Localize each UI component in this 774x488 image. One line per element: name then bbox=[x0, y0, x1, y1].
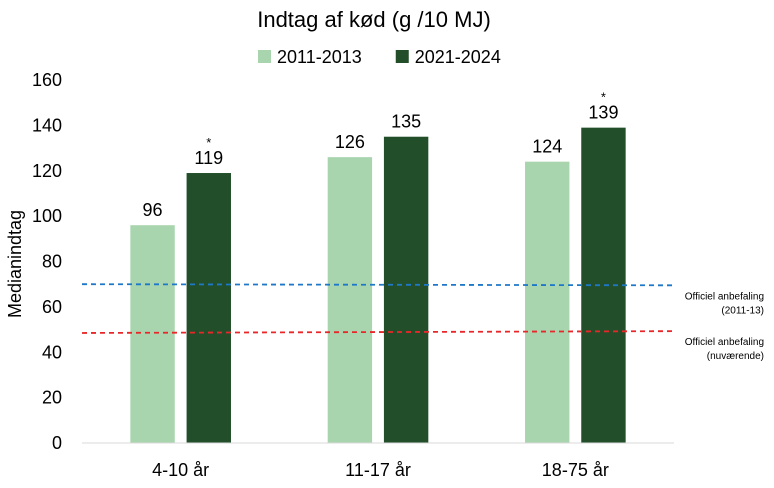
reference-lines: Officiel anbefaling(2011-13)Officiel anb… bbox=[81, 283, 764, 362]
legend-label: 2021-2024 bbox=[415, 47, 501, 67]
reference-line-label: (2011-13) bbox=[721, 305, 764, 316]
reference-line-label: Officiel anbefaling bbox=[685, 291, 764, 302]
reference-line-label: Officiel anbefaling bbox=[685, 337, 764, 348]
x-tick-label: 4-10 år bbox=[152, 460, 209, 480]
reference-line-label: (nuværende) bbox=[707, 351, 764, 362]
reference-line: Officiel anbefaling (2011-13) bbox=[81, 283, 764, 316]
legend: 2011-2013 2021-2024 bbox=[258, 47, 501, 67]
y-tick-label: 20 bbox=[42, 388, 62, 408]
x-tick-label: 18-75 år bbox=[542, 460, 609, 480]
bar bbox=[186, 173, 231, 444]
y-tick-label: 60 bbox=[42, 297, 62, 317]
x-tick-label: 11-17 år bbox=[345, 460, 411, 480]
y-tick-label: 120 bbox=[32, 161, 62, 181]
y-axis-label: Medianindtag bbox=[5, 210, 25, 318]
bar bbox=[327, 157, 373, 443]
legend-label: 2011-2013 bbox=[277, 47, 362, 67]
y-tick-label: 40 bbox=[42, 342, 62, 362]
y-tick-label: 80 bbox=[42, 252, 62, 272]
bar bbox=[525, 161, 570, 444]
bar-value-label: 126 bbox=[335, 132, 365, 152]
chart-title: Indtag af kød (g /10 MJ) bbox=[257, 7, 491, 32]
y-tick-label: 100 bbox=[32, 206, 62, 226]
reference-line: Officiel anbefaling (nuværende) bbox=[81, 330, 764, 362]
legend-swatch bbox=[258, 50, 271, 63]
bar-value-label: 124 bbox=[532, 137, 562, 157]
bar-value-label: 96 bbox=[143, 200, 163, 220]
bar-value-label: 135 bbox=[391, 112, 421, 132]
bar-value-label: 139 bbox=[588, 103, 618, 123]
significance-marker: * bbox=[206, 135, 211, 150]
bar bbox=[130, 225, 175, 443]
bar bbox=[383, 136, 429, 443]
legend-swatch bbox=[395, 50, 409, 63]
x-tick-labels: 4-10 år 11-17 år 18-75 år bbox=[152, 460, 609, 480]
legend-item: 2021-2024 bbox=[395, 47, 501, 67]
y-tick-label: 0 bbox=[52, 433, 62, 453]
y-tick-labels: 0 20 40 60 80 100 120 140 160 bbox=[32, 70, 62, 453]
legend-item: 2011-2013 bbox=[258, 47, 362, 67]
bar-value-label: 119 bbox=[194, 148, 223, 168]
significance-marker: * bbox=[601, 90, 606, 105]
y-tick-label: 140 bbox=[32, 115, 62, 135]
y-tick-label: 160 bbox=[32, 70, 62, 90]
